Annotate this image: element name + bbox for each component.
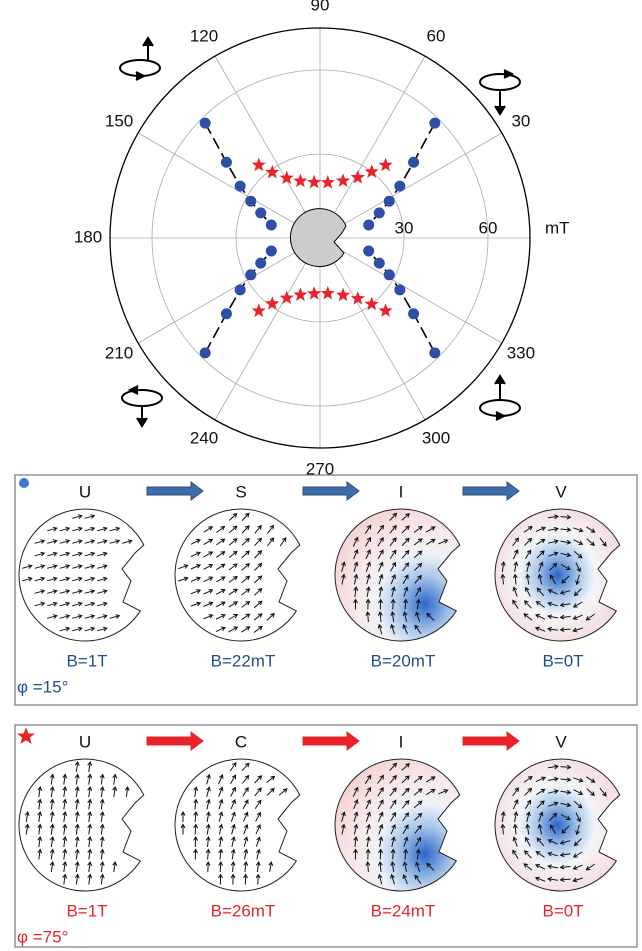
r-unit-label: mT bbox=[545, 218, 570, 237]
circle-point bbox=[408, 308, 419, 319]
theta-tick-label: 300 bbox=[422, 428, 450, 447]
circle-point bbox=[200, 118, 211, 129]
circle-point bbox=[266, 219, 277, 230]
field-label: B=20mT bbox=[371, 651, 436, 670]
circle-point bbox=[408, 157, 419, 168]
state-label: C bbox=[235, 732, 247, 751]
theta-tick-label: 210 bbox=[105, 343, 133, 362]
field-label: B=0T bbox=[542, 651, 583, 670]
circle-point bbox=[374, 258, 385, 269]
transition-arrow bbox=[463, 482, 519, 500]
page: 30 60 90 120 150 180 210 240 270 300 330 30 60 mT U B=… bbox=[0, 0, 642, 951]
circle-point bbox=[394, 284, 405, 295]
circle-point bbox=[255, 258, 266, 269]
circle-point bbox=[235, 284, 246, 295]
state-label: V bbox=[555, 732, 567, 751]
star-icon bbox=[17, 727, 35, 744]
phi-label: φ =15° bbox=[17, 677, 68, 696]
rotation-icon bbox=[480, 376, 520, 420]
circle-point bbox=[374, 207, 385, 218]
state-label: I bbox=[399, 482, 404, 501]
disk bbox=[175, 759, 300, 891]
rotation-icon bbox=[120, 38, 160, 80]
theta-tick-label: 120 bbox=[190, 27, 218, 46]
theta-tick-label: 30 bbox=[511, 111, 530, 130]
circle-point bbox=[200, 347, 211, 358]
polar-plot: 30 60 90 120 150 180 210 240 270 300 330 30 60 mT bbox=[74, 0, 570, 478]
transition-arrow bbox=[303, 732, 359, 750]
circle-point bbox=[384, 269, 395, 280]
state-label: I bbox=[399, 732, 404, 751]
disk bbox=[19, 759, 144, 891]
circle-point bbox=[245, 269, 256, 280]
theta-tick-label: 150 bbox=[105, 111, 133, 130]
panels: U B=1T S B=22mT I B=20mT V B=0T φ =15° U B=1T C B=26… bbox=[17, 482, 620, 946]
disk bbox=[335, 759, 460, 891]
transition-arrow bbox=[147, 732, 203, 750]
sample-disk bbox=[290, 209, 346, 267]
figure: 30 60 90 120 150 180 210 240 270 300 330 30 60 mT U B=… bbox=[0, 0, 642, 951]
circle-point bbox=[221, 308, 232, 319]
theta-tick-label: 270 bbox=[306, 459, 334, 478]
theta-tick-label: 180 bbox=[74, 227, 102, 246]
r-tick-label: 60 bbox=[479, 218, 498, 237]
transition-arrow bbox=[303, 482, 359, 500]
circle-point bbox=[429, 118, 440, 129]
transition-arrow bbox=[463, 732, 519, 750]
r-tick-label: 30 bbox=[395, 218, 414, 237]
dot-icon bbox=[19, 478, 29, 488]
transition-arrow bbox=[147, 482, 203, 500]
theta-tick-label: 60 bbox=[427, 27, 446, 46]
field-label: B=1T bbox=[66, 901, 107, 920]
rotation-icon bbox=[122, 386, 162, 426]
phi-label: φ =75° bbox=[17, 927, 68, 946]
circle-point bbox=[235, 181, 246, 192]
theta-tick-label: 240 bbox=[190, 428, 218, 447]
rotation-icon bbox=[480, 70, 520, 114]
circle-point bbox=[363, 219, 374, 230]
theta-tick-label: 90 bbox=[311, 0, 330, 14]
circle-point bbox=[221, 157, 232, 168]
disk bbox=[335, 509, 460, 641]
field-label: B=24mT bbox=[371, 901, 436, 920]
state-label: U bbox=[79, 732, 91, 751]
field-label: B=26mT bbox=[211, 901, 276, 920]
circle-point bbox=[384, 196, 395, 207]
theta-tick-label: 330 bbox=[507, 343, 535, 362]
circle-point bbox=[394, 181, 405, 192]
state-label: U bbox=[79, 482, 91, 501]
circle-point bbox=[429, 347, 440, 358]
circle-point bbox=[245, 196, 256, 207]
field-label: B=22mT bbox=[211, 651, 276, 670]
state-label: V bbox=[555, 482, 567, 501]
circle-point bbox=[255, 207, 266, 218]
circle-point bbox=[266, 246, 277, 257]
state-label: S bbox=[235, 482, 246, 501]
disk bbox=[175, 509, 300, 641]
circle-point bbox=[363, 246, 374, 257]
field-label: B=1T bbox=[66, 651, 107, 670]
field-label: B=0T bbox=[542, 901, 583, 920]
